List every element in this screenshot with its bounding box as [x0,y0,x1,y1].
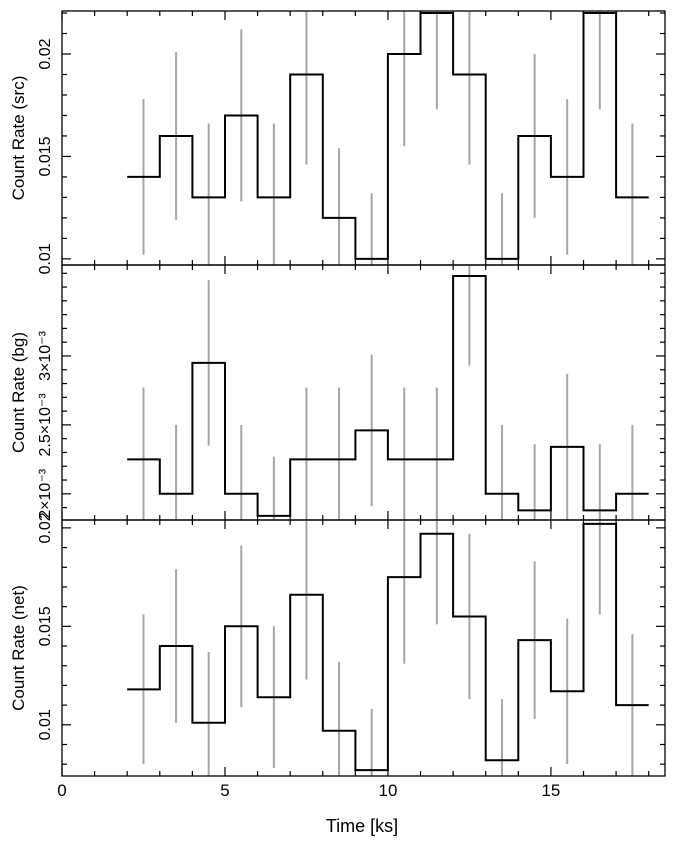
y-axis-label-net: Count Rate (net) [9,585,28,711]
y-tick-label: 3×10⁻³ [37,330,54,380]
y-tick-label: 0.02 [37,38,54,69]
x-tick-label: 10 [378,781,397,800]
y-tick-label: 0.02 [37,512,54,543]
y-tick-label: 0.01 [37,243,54,274]
panel-bg: 2×10⁻³ 2.5×10⁻³ 3×10⁻³ Count Rate (bg) [9,264,666,521]
y-tick-label: 2.5×10⁻³ [37,393,54,457]
y-tick-label: 0.015 [37,606,54,646]
step-line-net [127,522,649,772]
panel-frame-src [61,10,666,266]
y-tick-label: 0.015 [37,136,54,176]
panel-src: 0.01 0.015 0.02 Count Rate (src) [9,10,666,274]
ticks-net [61,520,665,776]
ticks-bg [61,265,665,520]
step-line-src [127,12,649,260]
y-axis-label-src: Count Rate (src) [9,76,28,201]
panel-frame-net [61,519,666,777]
x-tick-label: 15 [541,781,560,800]
x-tick-label: 0 [57,781,66,800]
step-line-bg [127,275,649,517]
x-tick-label: 5 [220,781,229,800]
y-tick-label: 2×10⁻³ [37,468,54,518]
panel-net: 0.01 0.015 0.02 Count Rate (net) 0 5 10 15 [9,512,666,800]
ticks-src [61,11,665,265]
panel-frame-bg [61,264,666,521]
y-axis-label-bg: Count Rate (bg) [9,332,28,453]
y-tick-label: 0.01 [37,709,54,740]
x-axis-label: Time [ks] [326,816,398,836]
